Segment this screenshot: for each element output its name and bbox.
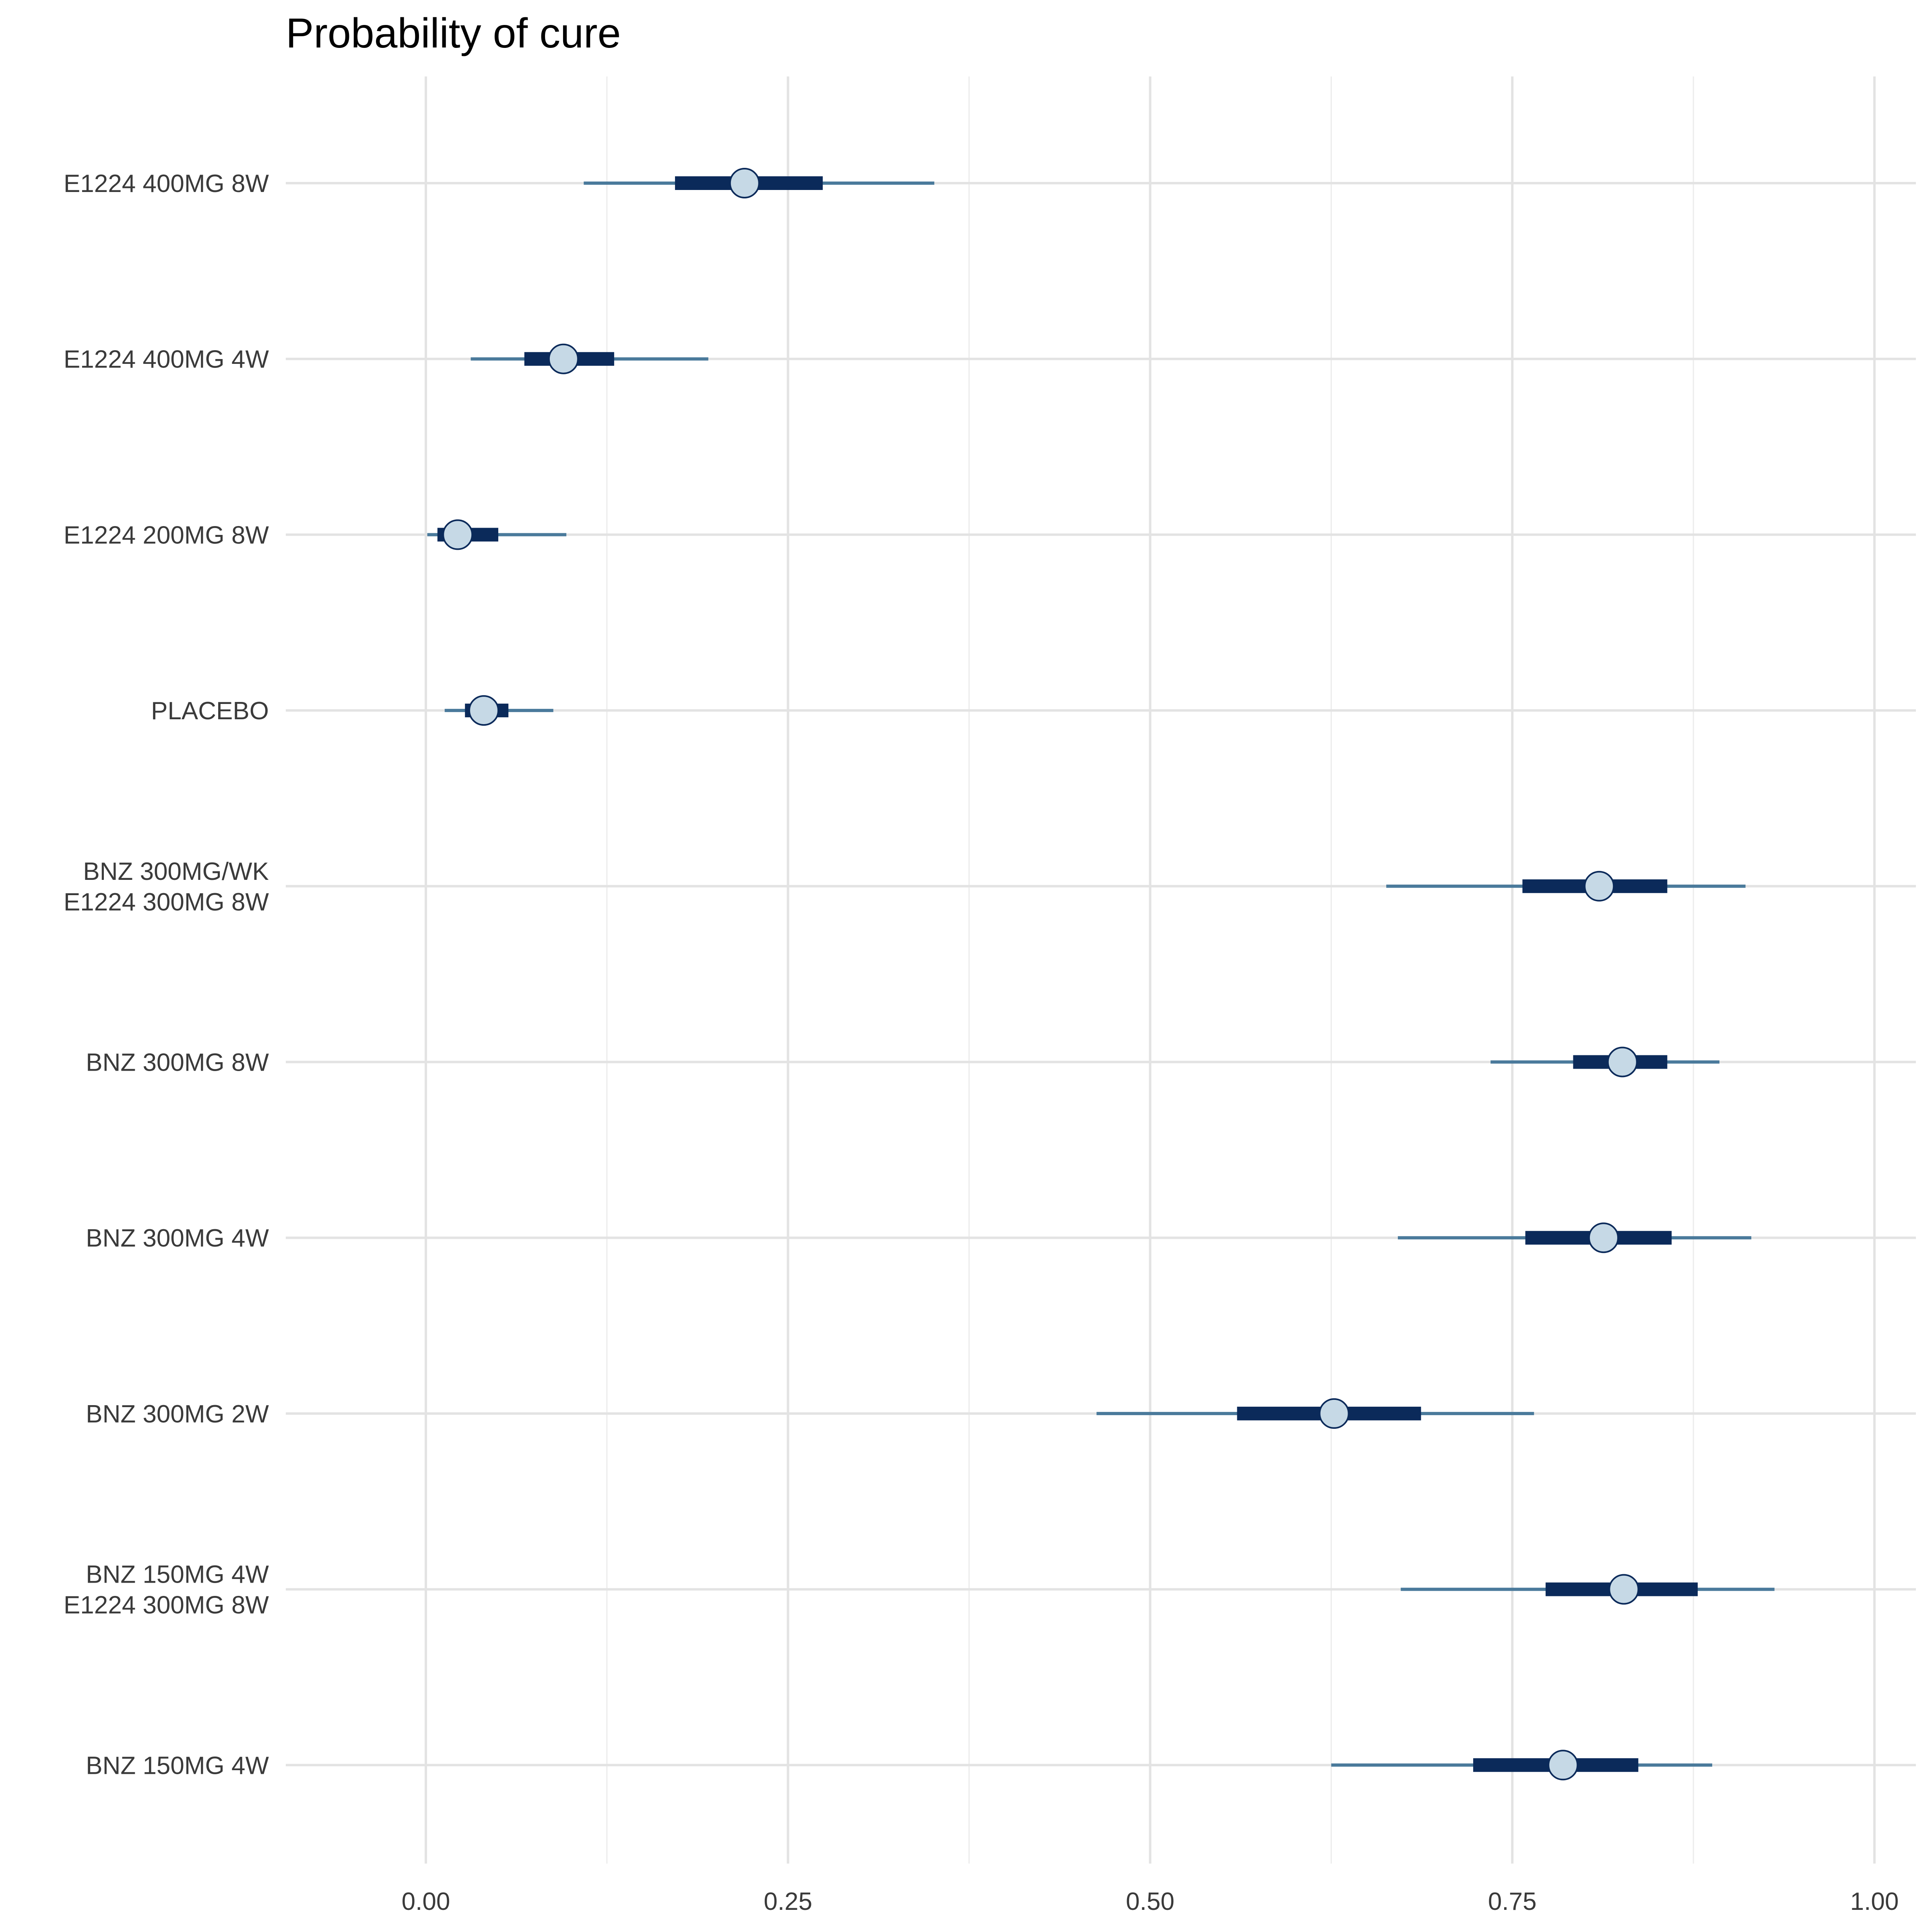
category-label-line: E1224 400MG 8W	[64, 170, 269, 198]
category-label-line: E1224 200MG 8W	[64, 521, 269, 549]
x-tick-label: 0.50	[1126, 1888, 1174, 1915]
category-label: BNZ 300MG 8W	[86, 1049, 269, 1077]
category-label: E1224 200MG 8W	[64, 521, 269, 549]
category-label-line: E1224 400MG 4W	[64, 346, 269, 374]
interval-marks	[427, 168, 1775, 1781]
category-label-line: BNZ 150MG 4W	[86, 1752, 269, 1779]
x-tick-label: 1.00	[1850, 1888, 1899, 1915]
category-label: E1224 400MG 8W	[64, 170, 269, 198]
category-label-line: E1224 300MG 8W	[64, 1591, 269, 1619]
median-point	[1548, 1750, 1579, 1781]
x-axis-tick-labels: 0.00 0.25 0.50 0.75 1.00	[402, 1888, 1899, 1915]
x-tick-label: 0.75	[1488, 1888, 1537, 1915]
x-tick-label: 0.25	[764, 1888, 812, 1915]
median-point	[1584, 871, 1615, 902]
median-point	[442, 519, 473, 550]
category-label: BNZ 300MG 2W	[86, 1400, 269, 1428]
category-label: BNZ 150MG 4W E1224 300MG 8W	[64, 1561, 269, 1619]
median-point	[1607, 1046, 1638, 1077]
category-label-line: PLACEBO	[151, 697, 269, 725]
category-label-line: BNZ 300MG/WK	[83, 858, 269, 886]
median-point	[1319, 1398, 1350, 1429]
median-point	[1608, 1574, 1639, 1605]
x-tick-label: 0.00	[402, 1888, 450, 1915]
category-label-line: BNZ 300MG 8W	[86, 1049, 269, 1077]
category-label-line: BNZ 150MG 4W	[86, 1561, 269, 1589]
median-point	[1588, 1222, 1619, 1253]
median-point	[468, 695, 499, 726]
category-label: PLACEBO	[151, 697, 269, 725]
category-label-line: BNZ 300MG 2W	[86, 1400, 269, 1428]
category-label: BNZ 300MG/WK E1224 300MG 8W	[64, 858, 269, 916]
category-label: E1224 400MG 4W	[64, 346, 269, 374]
category-label-line: E1224 300MG 8W	[64, 888, 269, 916]
category-label: BNZ 150MG 4W	[86, 1752, 269, 1779]
category-label: BNZ 300MG 4W	[86, 1224, 269, 1252]
chart-title: Probability of cure	[286, 10, 621, 57]
category-label-line: BNZ 300MG 4W	[86, 1224, 269, 1252]
y-axis-labels: E1224 400MG 8W E1224 400MG 4W E1224 200MG …	[64, 170, 269, 1779]
median-point	[548, 343, 579, 374]
median-point	[729, 168, 760, 198]
